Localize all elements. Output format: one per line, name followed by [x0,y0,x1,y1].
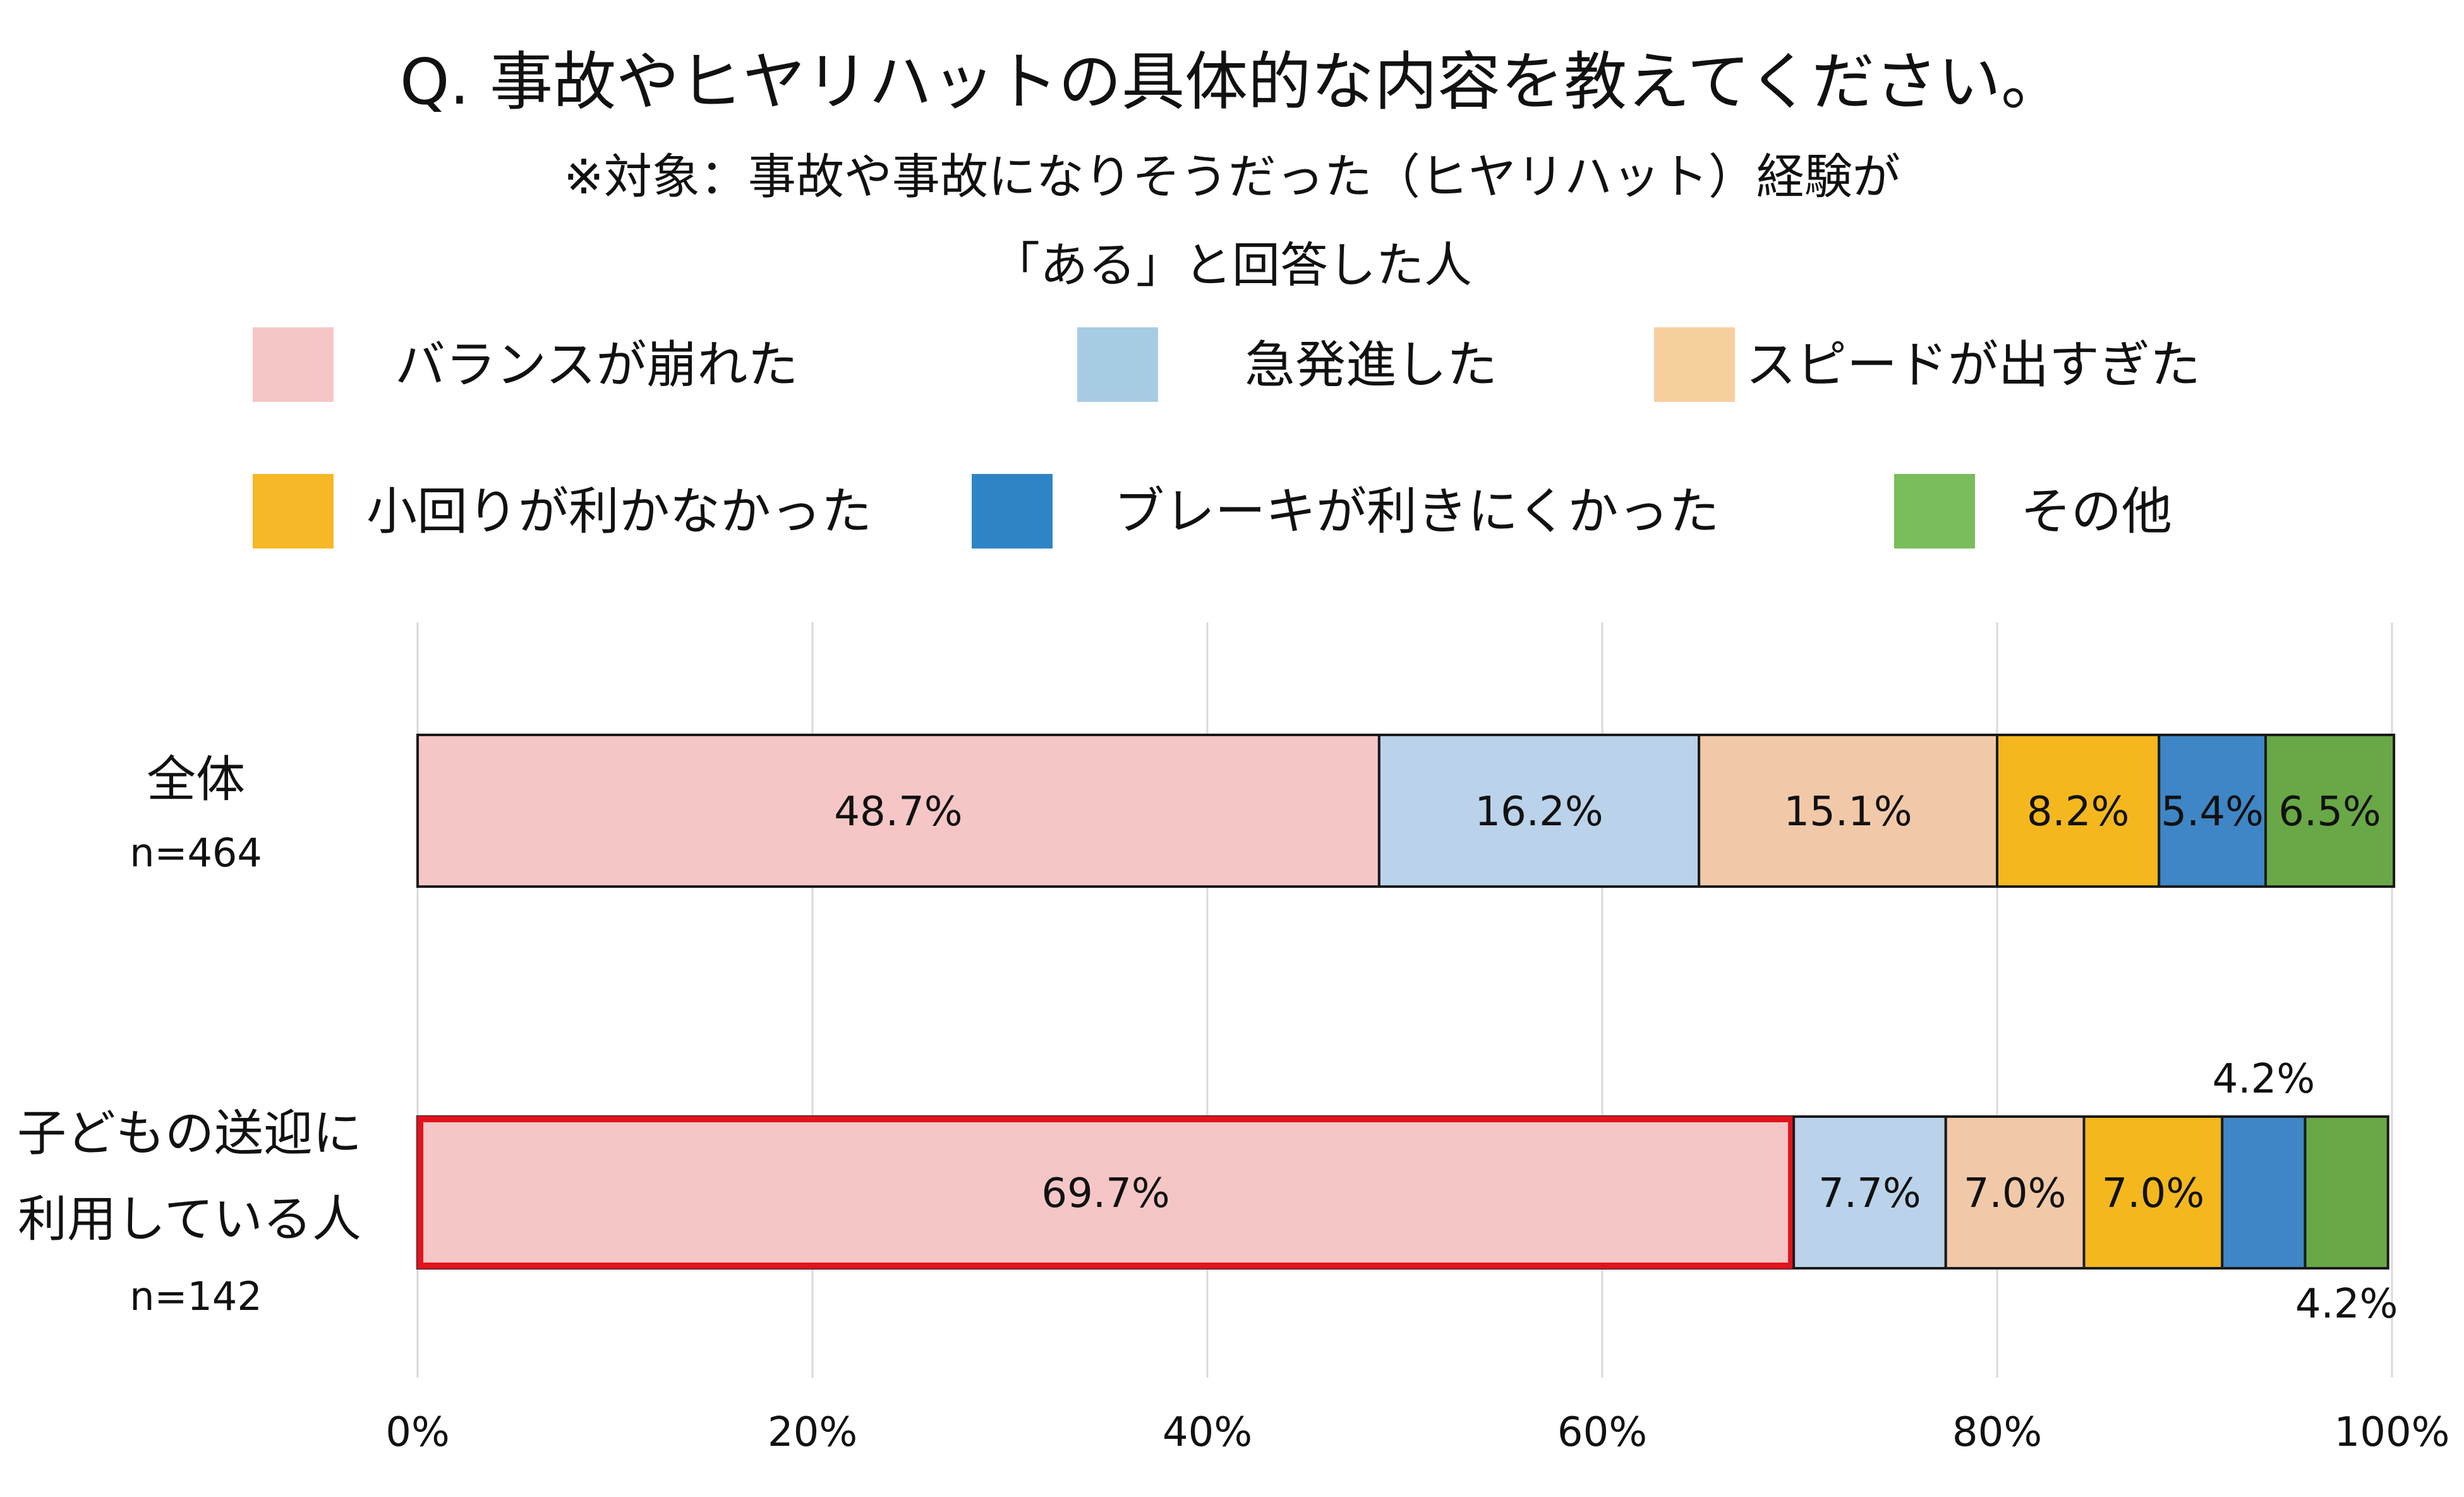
bar-overall-too-fast [1698,734,1998,888]
bar-school-run-balance [416,1115,1796,1270]
x-tick-label: 80% [1952,1409,2042,1456]
legend-swatch-brake [972,474,1053,548]
data-label-overall-turning: 8.2% [2027,789,2130,835]
data-label-school-run-too-fast: 7.0% [1964,1170,2067,1217]
data-label-overall-balance: 48.7% [834,789,962,835]
chart-title: Q. 事故やヒヤリハットの具体的な内容を教えてください。 [399,45,2065,119]
highlight-outline [417,1116,1795,1269]
x-tick-label: 60% [1557,1409,1647,1456]
category-label-school-run-line-1: 子どもの送迎に [16,1105,362,1162]
x-tick-label: 0% [385,1409,450,1456]
legend-label-brake: ブレーキが利きにくかった [1114,482,1720,541]
legend-label-too-fast: スピードが出すぎた [1746,336,2201,394]
bar-overall-sudden-start [1377,734,1701,888]
category-n-overall: n=464 [130,830,262,876]
bar-overall-turning [1996,734,2161,888]
data-label-overall-other: 6.5% [2278,789,2381,835]
bar-school-run-too-fast [1944,1115,2086,1270]
legend-swatch-too-fast [1654,327,1735,402]
bar-overall-other [2264,734,2396,888]
category-n-school-run: n=142 [130,1273,262,1319]
legend-label-other: その他 [2020,482,2172,541]
data-label-school-run-other: 4.2% [2295,1281,2398,1328]
data-label-school-run-brake: 4.2% [2213,1056,2316,1103]
x-tick-label: 40% [1163,1409,1252,1456]
data-label-school-run-turning: 7.0% [2102,1170,2205,1217]
legend-label-sudden-start: 急発進した [1245,336,1497,394]
chart-subtitle-line-2: 「ある」と回答した人 [992,237,1472,293]
bar-school-run-sudden-start [1792,1115,1947,1270]
data-label-school-run-sudden-start: 7.7% [1818,1170,1921,1217]
data-label-overall-brake: 5.4% [2161,789,2264,835]
bar-overall-balance [416,734,1380,888]
legend-swatch-turning [253,474,334,548]
data-label-school-run-balance: 69.7% [1041,1170,1169,1217]
data-label-overall-too-fast: 15.1% [1784,789,1912,835]
legend-swatch-sudden-start [1077,327,1158,402]
category-label-overall: 全体 [146,751,245,808]
bar-school-run-brake [2221,1115,2307,1270]
x-tick-label: 20% [768,1409,857,1456]
category-label-school-run-line-2: 利用している人 [18,1191,361,1248]
bars [416,734,2396,1270]
bar-overall-brake [2158,734,2267,888]
chart-subtitle-line-1: ※対象：事故や事故になりそうだった（ヒヤリハット）経験が [564,148,1900,205]
legend-swatch-other [1894,474,1975,548]
x-tick-label: 100% [2334,1409,2450,1456]
data-labels: 48.7% 16.2% 15.1% 8.2% 5.4% 6.5% 69.7% 7.7% 7.0%… [834,789,2398,1328]
legend-label-balance: バランスが崩れた [395,336,799,394]
data-label-overall-sudden-start: 16.2% [1475,789,1603,835]
x-axis-ticks: 0% 20% 40% 60% 80% 100% [385,1409,2449,1456]
legend-swatch-balance [253,327,334,402]
bar-school-run-other [2304,1115,2389,1270]
legend-label-turning: 小回りが利かなかった [366,482,872,541]
